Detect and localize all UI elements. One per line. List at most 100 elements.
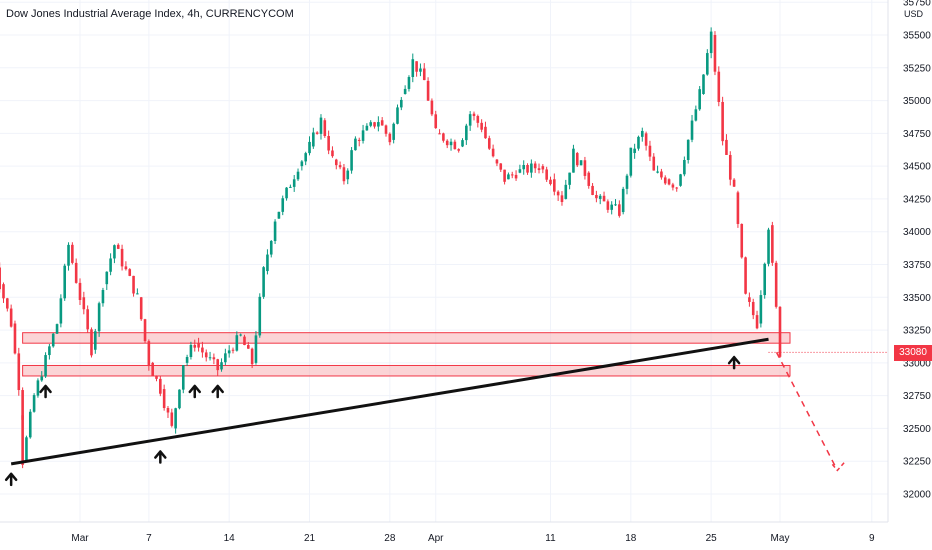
candle-body [105,271,109,285]
candle-body [334,159,338,166]
candle-body [556,191,560,196]
y-tick-label: 35500 [903,31,931,42]
candle-body [94,331,97,350]
candle-body [415,61,418,72]
candle-body [606,201,610,210]
candle-body [522,165,526,170]
x-tick-label: 18 [625,533,637,544]
candle-body [679,174,682,186]
candle-body [629,147,633,176]
candle-body [751,301,755,316]
y-tick-label: 32750 [903,391,931,402]
candle-body [625,175,629,189]
candle-body [97,303,101,332]
candle-body [6,298,9,309]
candle-body [686,139,690,160]
candle-body [660,171,663,178]
candle-body [147,341,151,367]
candle-body [243,336,246,346]
candle-body [51,333,55,347]
candle-body [48,346,51,356]
candle-body [220,362,223,370]
candle-body [82,297,86,310]
candle-body [572,148,575,173]
arrow-up-mark [727,355,741,370]
x-tick-label: 14 [224,533,236,544]
candle-body [63,265,66,299]
candle-body [155,375,158,379]
candle-body [717,71,721,102]
candle-body [212,357,216,360]
candle-body [541,166,545,170]
candle-body [434,114,438,129]
candle-body [78,282,82,300]
candle-body [109,258,112,272]
candle-body [461,140,464,147]
candle-body [736,192,740,224]
candle-body [663,177,667,184]
candle-body [583,160,587,176]
candle-body [0,267,1,290]
candle-body [151,362,154,376]
candle-body [392,123,395,140]
candle-body [71,244,74,263]
x-tick-label: 21 [304,533,316,544]
candle-body [308,141,311,154]
candle-body [193,344,197,348]
candle-body [120,248,124,267]
candle-body [667,179,671,185]
candle-body [744,257,747,294]
candle-body [132,275,135,294]
candle-body [289,186,292,188]
candle-body [239,334,242,336]
candle-body [598,195,602,199]
candle-body [354,138,357,151]
trendline [10,337,769,466]
arrow-marks [4,355,741,487]
candle-body [683,159,686,175]
projection-line [775,352,839,471]
candle-body [86,309,89,330]
y-tick-label: 34750 [903,129,931,140]
candle-body [530,163,533,173]
candle-body [373,122,376,127]
candle-body [292,179,296,187]
candle-body [346,170,350,180]
candle-body [55,324,59,334]
candle-body [170,412,174,426]
y-tick-label: 35000 [903,96,931,107]
candle-body [476,116,480,123]
candle-body [549,179,552,185]
x-tick-label: 7 [146,533,152,544]
candle-body [533,163,537,169]
candle-body [174,408,177,429]
candle-body [254,335,258,363]
candle-body [159,378,162,394]
candle-body [484,126,487,139]
candle-body [262,267,265,297]
candle-body [327,135,330,151]
candle-body [633,148,636,154]
y-tick-label: 34000 [903,227,931,238]
candle-body [709,31,713,54]
candle-body [591,185,594,195]
candle-body [702,74,705,95]
candle-body [602,195,606,202]
candle-body [774,262,778,307]
candle-body [323,120,327,136]
candle-body [587,172,591,186]
candle-body [208,357,212,359]
candle-body [518,169,522,173]
candle-body [748,297,751,302]
candle-body [510,174,514,176]
candle-body [28,411,32,438]
y-tick-label: 33000 [903,358,931,369]
candle-body [491,148,495,157]
candle-body [67,244,70,266]
candle-body [468,114,472,126]
candle-body [40,376,44,381]
candle-body [445,140,449,146]
y-tick-label: 35750 [903,0,931,9]
candle-body [227,350,231,354]
